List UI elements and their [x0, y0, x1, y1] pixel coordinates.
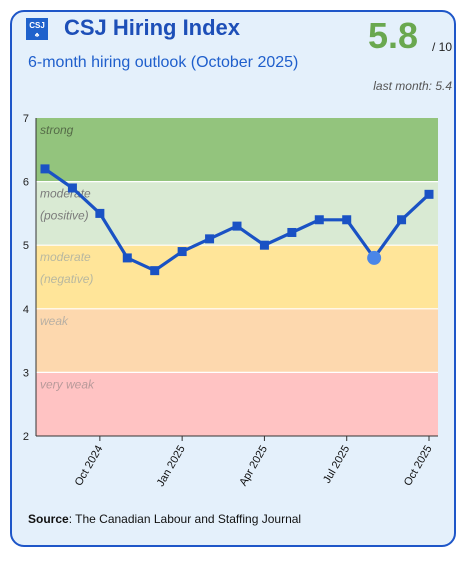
last-month-value: 5.4: [435, 79, 452, 93]
data-point-6: [205, 234, 215, 244]
band-label-0-0: strong: [40, 123, 74, 137]
data-point-0: [40, 164, 50, 174]
data-point-14: [424, 189, 434, 199]
band-label-2-0: moderate: [40, 250, 91, 264]
data-point-9: [287, 227, 297, 237]
band-label-1-0: moderate: [40, 187, 91, 201]
data-point-1: [67, 183, 77, 193]
source-note: Source: The Canadian Labour and Staffing…: [28, 512, 301, 526]
last-month-label: last month:: [373, 79, 432, 93]
band-label-1-1: (positive): [40, 209, 89, 223]
band-label-3-0: weak: [40, 314, 69, 328]
x-tick-label-1: Jan 2025: [155, 444, 188, 489]
data-point-2: [95, 208, 105, 218]
current-score: 5.8: [367, 15, 418, 56]
data-point-8: [259, 240, 269, 250]
source-text: : The Canadian Labour and Staffing Journ…: [68, 512, 302, 526]
data-point-7: [232, 221, 242, 231]
band-0: [36, 118, 438, 182]
x-tick-label-3: Jul 2025: [321, 444, 352, 486]
y-tick-label-2: 4: [23, 304, 29, 316]
chart-subtitle: 6-month hiring outlook (October 2025): [28, 54, 299, 71]
data-point-5: [177, 247, 187, 257]
y-tick-label-3: 5: [23, 240, 29, 252]
last-month-note: last month: 5.4: [373, 79, 452, 93]
data-point-3: [122, 253, 132, 263]
y-tick-label-0: 2: [23, 431, 29, 443]
band-4: [36, 372, 438, 436]
y-tick-label-1: 3: [23, 367, 29, 379]
band-label-4-0: very weak: [40, 377, 95, 391]
logo-text: CSJ: [29, 21, 45, 30]
data-point-4: [150, 266, 160, 276]
score-scale: / 10: [431, 40, 452, 54]
csj-logo: CSJ ♣: [26, 18, 48, 40]
x-tick-label-0: Oct 2024: [73, 444, 106, 489]
chart-title: CSJ Hiring Index: [64, 15, 241, 40]
source-label: Source: [28, 512, 69, 526]
data-point-10: [314, 215, 324, 225]
y-tick-label-5: 7: [23, 113, 29, 125]
band-3: [36, 308, 438, 373]
maple-leaf-icon: ♣: [34, 32, 40, 39]
data-point-11: [342, 215, 352, 225]
x-tick-label-2: Apr 2025: [237, 444, 270, 489]
highlight-point: [367, 250, 382, 265]
band-label-2-1: (negative): [40, 272, 93, 286]
x-tick-label-4: Oct 2025: [402, 444, 435, 489]
data-point-13: [397, 215, 407, 225]
y-tick-label-4: 6: [23, 177, 29, 189]
